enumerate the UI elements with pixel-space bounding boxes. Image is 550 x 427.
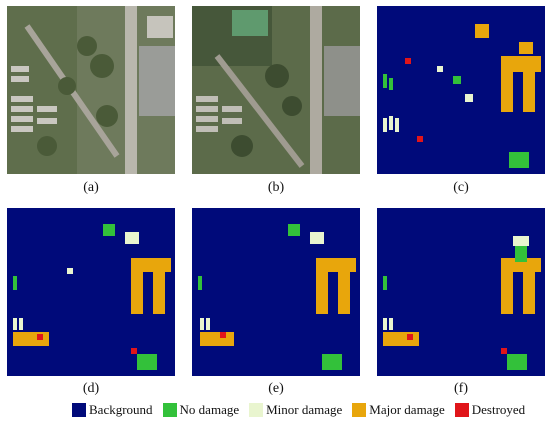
- legend-label: No damage: [179, 402, 240, 417]
- legend-swatch: [72, 403, 86, 417]
- legend-swatch: [454, 403, 469, 417]
- caption-e: (e): [268, 381, 284, 396]
- legend-item-minor-damage: Minor damage: [249, 402, 342, 418]
- damage-map-c: [377, 6, 545, 174]
- damage-map-ground-truth: [377, 6, 545, 174]
- damage-map-f: [377, 208, 545, 376]
- legend-swatch: [162, 403, 177, 417]
- legend-item-no-damage: No damage: [162, 402, 240, 418]
- legend-label: Background: [89, 402, 153, 417]
- legend-item-background: Background: [72, 402, 153, 418]
- legend-label: Destroyed: [471, 402, 526, 417]
- legend-swatch: [352, 403, 367, 417]
- caption-f: (f): [454, 381, 468, 396]
- caption-c: (c): [453, 180, 469, 195]
- legend-label: Minor damage: [266, 402, 343, 417]
- caption-d: (d): [82, 381, 100, 396]
- damage-map-d: [7, 208, 175, 376]
- damage-map-e: [192, 208, 360, 376]
- damage-map-prediction-f: [377, 208, 545, 376]
- damage-map-prediction-d: [7, 208, 175, 376]
- aerial-photo-b: [192, 6, 360, 174]
- legend-item-destroyed: Destroyed: [454, 402, 526, 418]
- legend-label: Major damage: [369, 402, 445, 417]
- damage-map-prediction-e: [192, 208, 360, 376]
- legend: Background No damage Minor damage Major …: [72, 400, 535, 420]
- aerial-image-pre-disaster: [7, 6, 175, 174]
- aerial-image-post-disaster: [192, 6, 360, 174]
- legend-item-major-damage: Major damage: [352, 402, 445, 418]
- aerial-photo-a: [7, 6, 175, 174]
- legend-swatch: [249, 403, 264, 417]
- caption-b: (b): [267, 180, 285, 195]
- caption-a: (a): [83, 180, 99, 195]
